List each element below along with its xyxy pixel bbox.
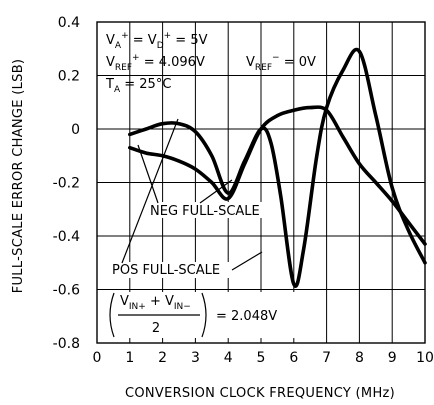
x-axis-label: CONVERSION CLOCK FREQUENCY (MHz) xyxy=(125,386,395,401)
y-tick-label: 0.2 xyxy=(58,69,80,85)
y-tick-label: 0 xyxy=(71,122,80,138)
vin-b-sub: IN− xyxy=(174,302,191,312)
x-tick-label: 8 xyxy=(355,350,364,366)
formula-right-paren xyxy=(201,292,207,338)
pos-full-scale-label: POS FULL-SCALE xyxy=(112,263,220,278)
pos-leader-line xyxy=(121,118,179,264)
neg-label-bg xyxy=(148,202,266,218)
vin-a-sub: IN+ xyxy=(129,302,146,312)
vin-plus: + V xyxy=(146,294,174,309)
x-tick-label: 1 xyxy=(125,350,134,366)
formula-left-paren xyxy=(109,292,115,338)
y-axis-label: FULL-SCALE ERROR CHANGE (LSB) xyxy=(11,59,26,294)
neg-leader-line-2 xyxy=(199,179,233,204)
supply-vd-plus: + xyxy=(164,31,172,41)
y-tick-label: -0.6 xyxy=(53,283,80,299)
neg-leader-line xyxy=(137,144,159,204)
x-tick-label: 9 xyxy=(388,350,397,366)
tick-labels: 0 1 2 3 4 5 6 7 8 9 10 0.4 0.2 0 -0.2 -0.4 -0.6 -0.8 xyxy=(53,15,434,366)
vref-neg-annotation: VREF− = 0V xyxy=(246,53,316,73)
vin-denominator: 2 xyxy=(152,321,160,336)
x-tick-label: 10 xyxy=(416,350,434,366)
x-tick-label: 2 xyxy=(158,350,167,366)
vref-pos-v: V xyxy=(106,55,115,70)
vref-neg-minus: − xyxy=(272,53,280,63)
series-line-neg-full-scale xyxy=(128,105,427,246)
series-line-pos-full-scale xyxy=(128,47,427,288)
y-tick-label: -0.2 xyxy=(53,176,80,192)
supply-rest: = V xyxy=(129,33,157,48)
vin-numerator: VIN+ + VIN− xyxy=(120,294,191,312)
y-tick-label: -0.8 xyxy=(53,336,80,352)
supply-va-plus: + xyxy=(121,31,129,41)
vin-value: = 2.048V xyxy=(216,309,277,324)
vref-neg-sub: REF xyxy=(255,63,272,73)
temp-t: T xyxy=(105,77,114,92)
supply-va: V xyxy=(106,33,115,48)
supply-annotation: VA+ = VD+ = 5V xyxy=(106,31,208,51)
vref-pos-plus: + xyxy=(132,53,140,63)
curves xyxy=(128,47,427,288)
x-tick-label: 0 xyxy=(93,350,102,366)
neg-full-scale-label: NEG FULL-SCALE xyxy=(150,204,260,219)
y-tick-label: 0.4 xyxy=(58,15,80,31)
vin-a: V xyxy=(120,294,129,309)
vref-pos-annotation: VREF+ = 4.096V xyxy=(106,53,205,73)
x-tick-label: 3 xyxy=(191,350,200,366)
x-tick-label: 5 xyxy=(257,350,266,366)
pos-label-bg xyxy=(110,262,232,278)
grid xyxy=(96,21,426,344)
vref-neg-val: = 0V xyxy=(280,55,316,70)
vref-pos-sub: REF xyxy=(115,63,132,73)
pos-leader-line-2 xyxy=(231,251,263,271)
x-tick-label: 6 xyxy=(289,350,298,366)
y-tick-label: -0.4 xyxy=(53,229,80,245)
temp-sub: A xyxy=(114,85,121,95)
x-tick-label: 4 xyxy=(224,350,233,366)
x-tick-label: 7 xyxy=(322,350,331,366)
vref-neg-v: V xyxy=(246,55,255,70)
vref-pos-val: = 4.096V xyxy=(140,55,205,70)
supply-vd-sub: D xyxy=(157,41,164,51)
vin-formula: VIN+ + VIN− 2 = 2.048V xyxy=(109,292,277,338)
supply-val: = 5V xyxy=(171,33,207,48)
supply-va-sub: A xyxy=(115,41,122,51)
temp-annotation: TA = 25°C xyxy=(105,77,171,95)
temp-val: = 25°C xyxy=(120,77,171,92)
